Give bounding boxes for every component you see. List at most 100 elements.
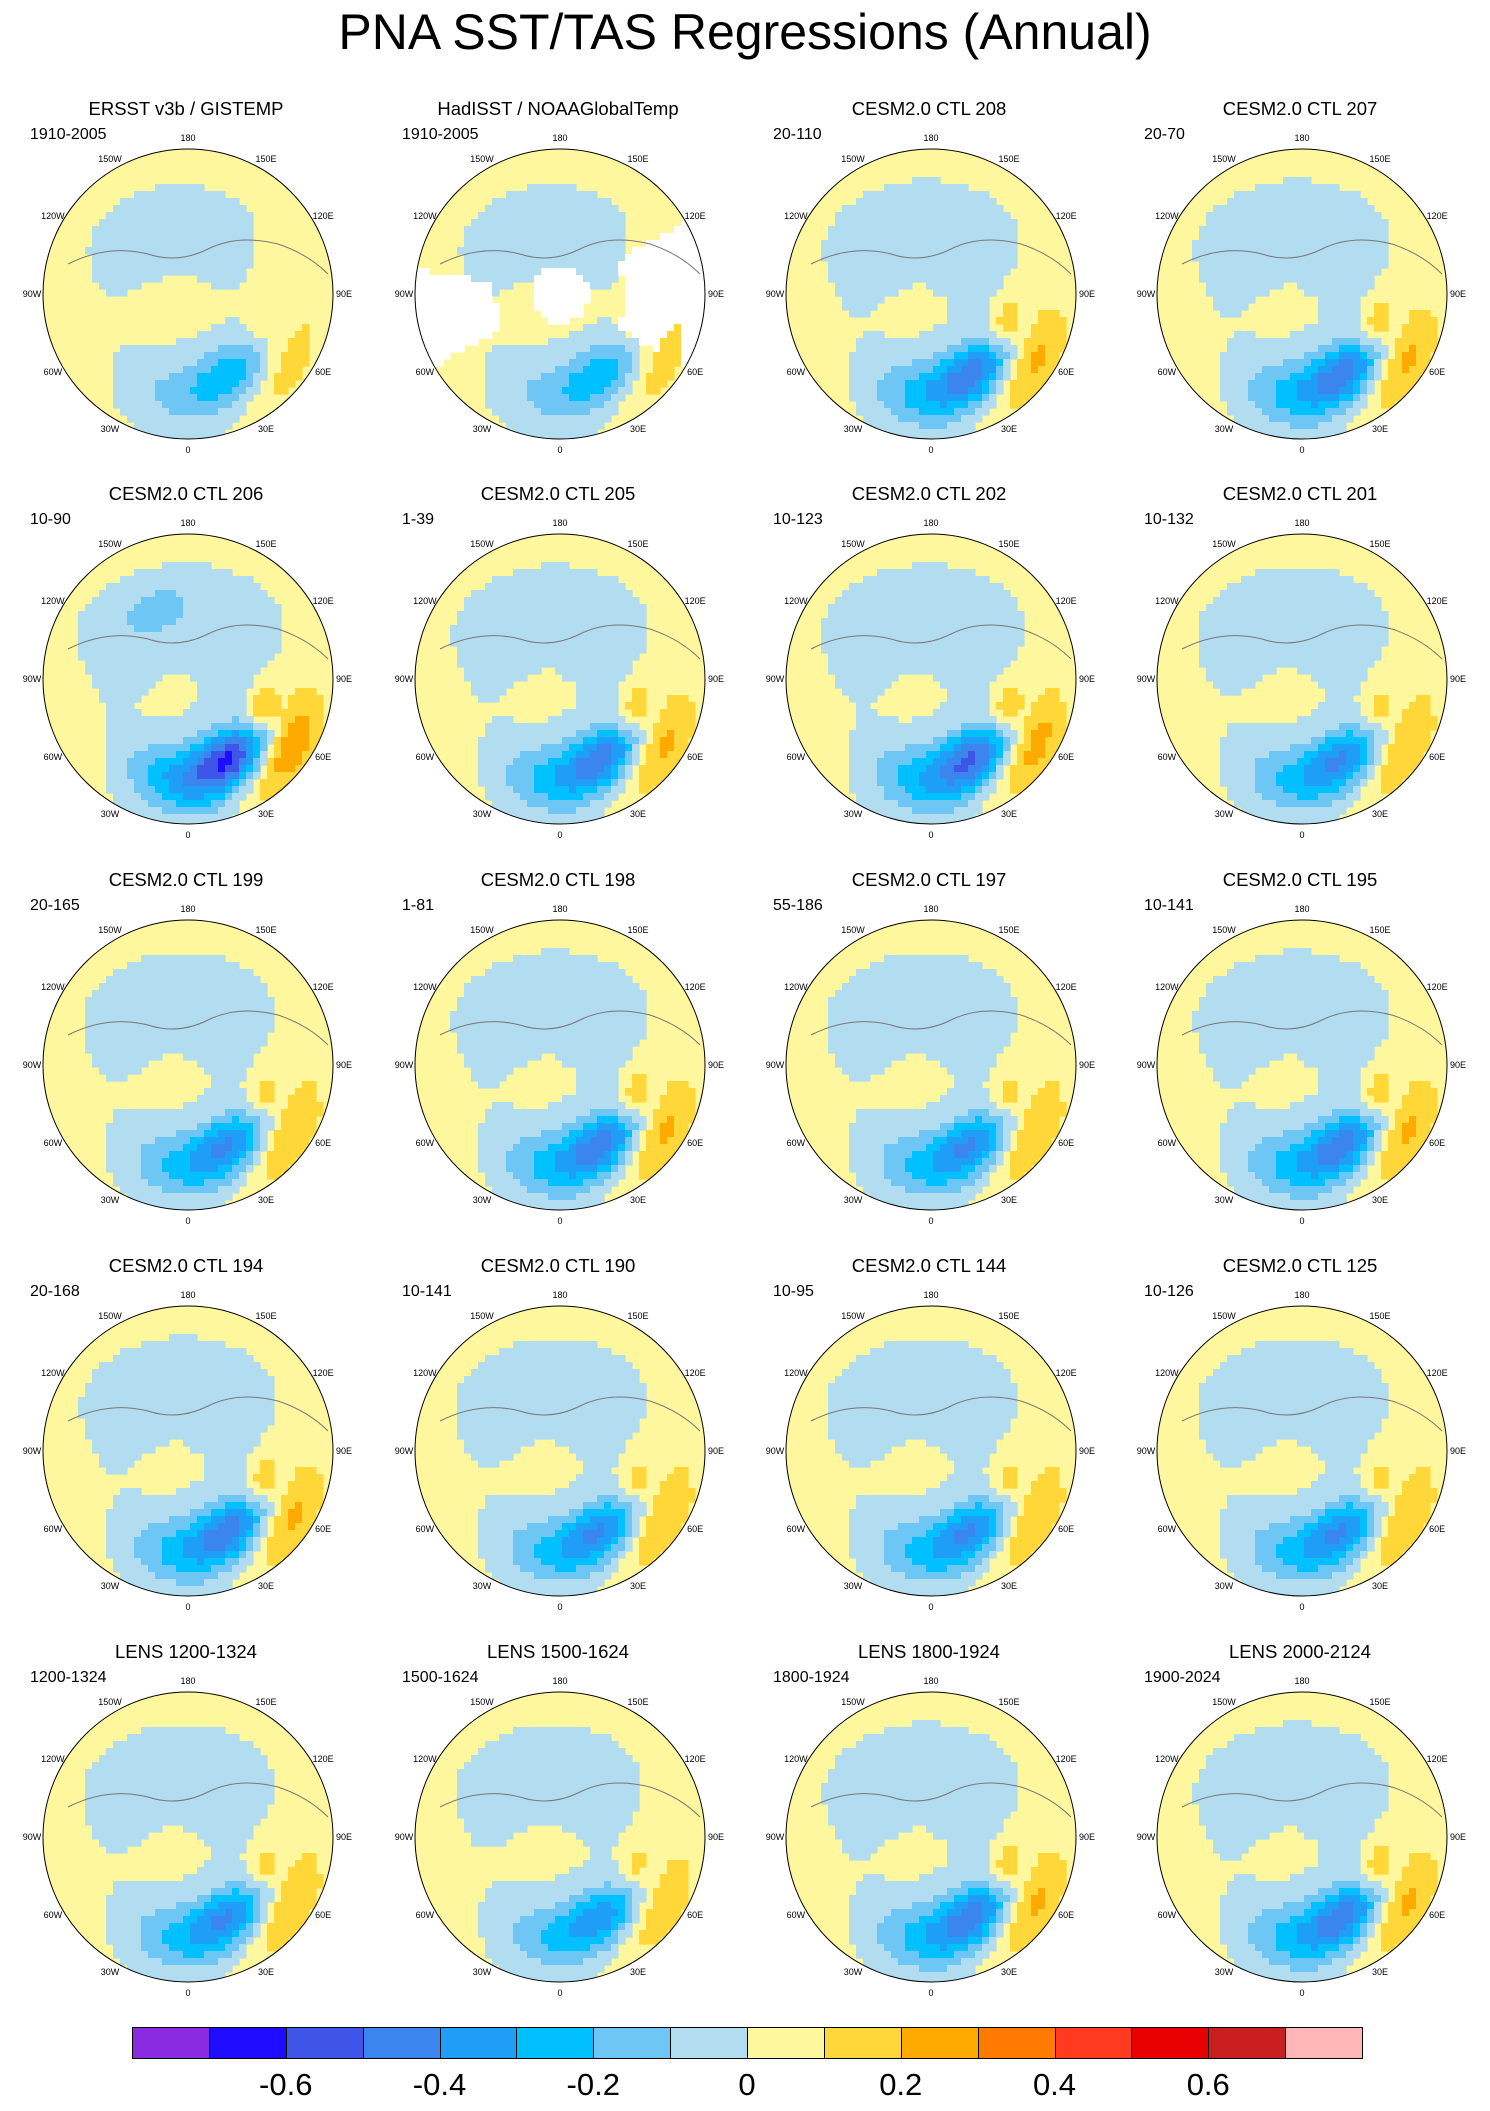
coastline — [1181, 1782, 1443, 1818]
field-layer — [415, 534, 705, 824]
lon-label: 180 — [552, 1676, 567, 1686]
lon-label: 60W — [787, 367, 806, 377]
lon-label: 30W — [844, 1581, 863, 1591]
panel-years: 10-90 — [30, 511, 71, 528]
colorbar-tick-label: 0.4 — [1032, 2067, 1077, 2102]
coastline — [810, 1782, 1072, 1818]
lon-label: 120E — [1427, 982, 1448, 992]
lon-label: 30W — [844, 1967, 863, 1977]
lon-label: 90W — [766, 1446, 785, 1456]
panel-title: LENS 1500-1624 — [487, 1641, 629, 1662]
colorbar-swatch — [516, 2027, 595, 2059]
lon-label: 90W — [1137, 1446, 1156, 1456]
lon-label: 180 — [180, 518, 195, 528]
lon-label: 90W — [23, 674, 42, 684]
lon-label: 90E — [1079, 1060, 1095, 1070]
lon-label: 150W — [1212, 539, 1236, 549]
lon-label: 120W — [413, 211, 437, 221]
panel-title: CESM2.0 CTL 199 — [108, 869, 264, 890]
panel-years: 20-168 — [30, 1283, 80, 1300]
lon-label: 90E — [336, 1060, 352, 1070]
map-outline — [1156, 1691, 1448, 1983]
lon-label: 0 — [1299, 1988, 1304, 1998]
map-outline — [414, 148, 706, 440]
lon-label: 0 — [185, 1988, 190, 1998]
map-outline — [785, 148, 1077, 440]
colorbar-swatch — [439, 2027, 518, 2059]
lon-label: 30W — [473, 424, 492, 434]
field-layer — [1157, 1306, 1447, 1596]
coastline — [810, 624, 1072, 660]
colorbar-swatch — [1208, 2027, 1287, 2059]
lon-label: 30E — [630, 1967, 646, 1977]
field-layer — [415, 920, 705, 1210]
lon-label: 120E — [313, 1754, 334, 1764]
lon-label: 90W — [766, 1060, 785, 1070]
lon-label: 120W — [784, 982, 808, 992]
lon-label: 150W — [841, 154, 865, 164]
colorbar-swatch — [747, 2027, 825, 2059]
colorbar-tick-label: 0 — [738, 2067, 756, 2102]
lon-label: 120W — [41, 211, 65, 221]
lon-label: 90E — [708, 674, 724, 684]
field-layer — [1157, 149, 1447, 439]
lon-label: 120E — [1427, 1368, 1448, 1378]
colorbar-swatch — [362, 2027, 441, 2059]
map-outline — [414, 1691, 706, 1983]
lon-label: 90W — [23, 1060, 42, 1070]
colorbar-tick-label: 0.2 — [879, 2067, 923, 2102]
lon-label: 30W — [473, 1581, 492, 1591]
lon-label: 150E — [1369, 1311, 1390, 1321]
lon-label: 180 — [923, 1290, 938, 1300]
lon-label: 150W — [841, 925, 865, 935]
lon-label: 150W — [470, 154, 494, 164]
map-outline — [785, 533, 1077, 825]
lon-label: 60W — [416, 1524, 435, 1534]
field-layer — [1157, 1692, 1447, 1982]
coastline — [1181, 624, 1443, 660]
lon-label: 120E — [685, 1368, 706, 1378]
coastline — [67, 624, 329, 660]
lon-label: 150E — [255, 539, 276, 549]
lon-label: 30E — [1372, 1195, 1388, 1205]
map-panel: 180 150E 120E 90E 60E 30E 0 30W 60W 90W 120W 150W CE… — [372, 483, 744, 867]
lon-label: 30E — [258, 809, 274, 819]
lon-label: 30W — [844, 809, 863, 819]
lon-label: 0 — [557, 1602, 562, 1612]
map-outline — [785, 1305, 1077, 1597]
panel-years: 10-126 — [1144, 1283, 1194, 1300]
lon-label: 150E — [627, 925, 648, 935]
lon-label: 60E — [1429, 367, 1445, 377]
panel-years: 20-165 — [30, 897, 80, 914]
panel-title: LENS 2000-2124 — [1229, 1641, 1371, 1662]
field-layer — [43, 1692, 333, 1982]
lon-label: 0 — [928, 445, 933, 455]
polar-map: 180 150E 120E 90E 60E 30E 0 30W 60W 90W 120W 150W — [1137, 133, 1466, 455]
lon-label: 150W — [98, 1697, 122, 1707]
lon-label: 150E — [998, 154, 1019, 164]
lon-label: 150W — [470, 1311, 494, 1321]
lon-label: 180 — [923, 133, 938, 143]
coastline — [1181, 1010, 1443, 1046]
lon-label: 30W — [844, 1195, 863, 1205]
lon-label: 60W — [1158, 1138, 1177, 1148]
lon-label: 60E — [315, 752, 331, 762]
polar-map: 180 150E 120E 90E 60E 30E 0 30W 60W 90W 120W 150W — [766, 904, 1095, 1226]
polar-map: 180 150E 120E 90E 60E 30E 0 30W 60W 90W 120W 150W — [23, 904, 352, 1226]
lon-label: 60E — [687, 1524, 703, 1534]
lon-label: 0 — [185, 445, 190, 455]
field-layer — [786, 1692, 1076, 1982]
colorbar-swatch — [132, 2027, 210, 2059]
polar-map: 180 150E 120E 90E 60E 30E 0 30W 60W 90W 120W 150W — [766, 518, 1095, 840]
lon-label: 90W — [766, 674, 785, 684]
map-outline — [785, 919, 1077, 1211]
lon-label: 150E — [627, 539, 648, 549]
polar-map: 180 150E 120E 90E 60E 30E 0 30W 60W 90W 120W 150W — [1137, 904, 1466, 1226]
lon-label: 90W — [1137, 674, 1156, 684]
panel-years: 1800-1924 — [773, 1669, 850, 1686]
lon-label: 180 — [1294, 1676, 1309, 1686]
panel-years: 1900-2024 — [1144, 1669, 1221, 1686]
lon-label: 180 — [923, 904, 938, 914]
lon-label: 180 — [552, 1290, 567, 1300]
lon-label: 90E — [708, 289, 724, 299]
